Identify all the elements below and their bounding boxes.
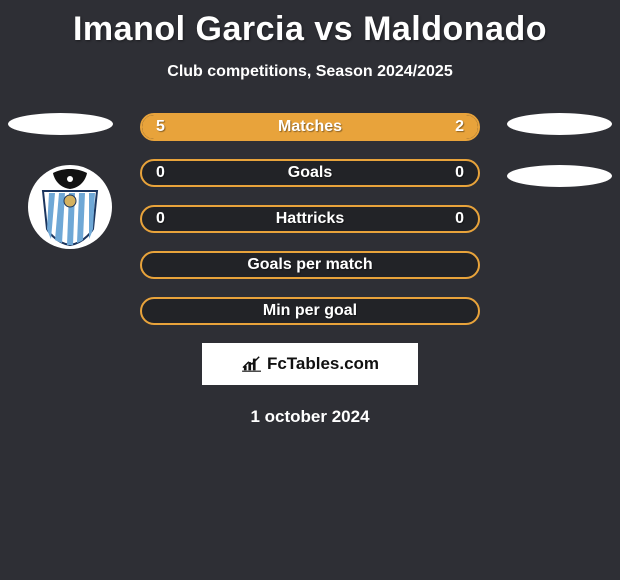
stat-row: Goals per match	[140, 251, 480, 279]
bar-chart-icon	[241, 355, 263, 373]
player-right-ellipse-1	[507, 113, 612, 135]
stat-label: Goals	[142, 161, 478, 185]
stat-row: 0 Hattricks 0	[140, 205, 480, 233]
stat-value-right: 0	[455, 161, 464, 185]
stat-rows: 5 Matches 2 0 Goals 0 0 Hattricks 0 Goal…	[140, 113, 480, 325]
stat-row: 5 Matches 2	[140, 113, 480, 141]
club-badge-icon	[35, 167, 105, 247]
date-label: 1 october 2024	[0, 407, 620, 427]
stat-row: Min per goal	[140, 297, 480, 325]
stat-row: 0 Goals 0	[140, 159, 480, 187]
page-subtitle: Club competitions, Season 2024/2025	[0, 63, 620, 81]
stats-area: 5 Matches 2 0 Goals 0 0 Hattricks 0 Goal…	[0, 113, 620, 325]
player-left-ellipse	[8, 113, 113, 135]
source-logo: FcTables.com	[202, 343, 418, 385]
page-title: Imanol Garcia vs Maldonado	[0, 0, 620, 49]
stat-value-right: 0	[455, 207, 464, 231]
source-logo-text: FcTables.com	[267, 354, 379, 374]
stat-label: Matches	[142, 115, 478, 139]
stat-value-right: 2	[455, 115, 464, 139]
stat-label: Hattricks	[142, 207, 478, 231]
player-right-ellipse-2	[507, 165, 612, 187]
stat-label: Goals per match	[142, 253, 478, 277]
stat-label: Min per goal	[142, 299, 478, 323]
club-badge	[28, 165, 112, 249]
